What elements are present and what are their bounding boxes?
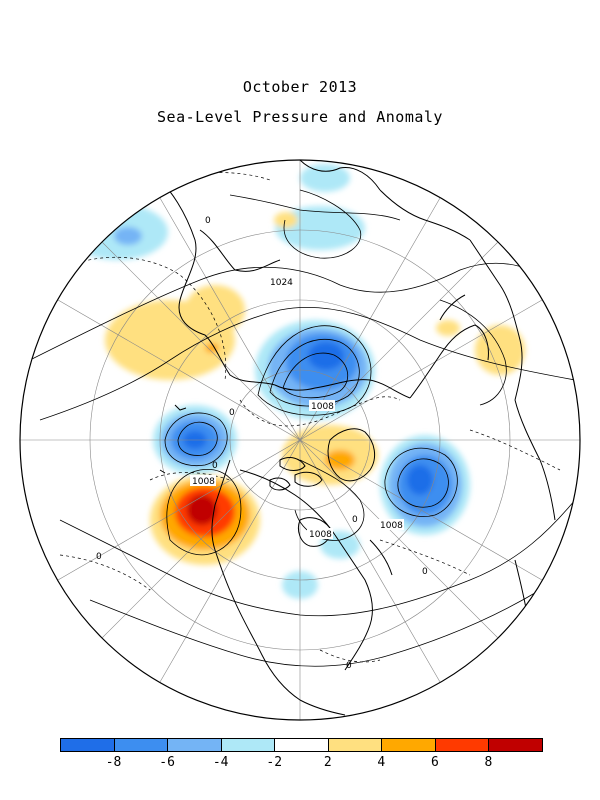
graticule <box>20 160 580 720</box>
contour-label: 0 <box>205 160 211 170</box>
contour-label: 0 <box>229 408 235 418</box>
color-legend <box>60 738 543 754</box>
contour-label: 0 <box>212 461 218 471</box>
contour-label: 0 <box>205 216 211 226</box>
contour-label: 0 <box>422 567 428 577</box>
contour-label: 0 <box>96 552 102 562</box>
legend-tick-label: 2 <box>323 755 332 770</box>
globe-outline <box>19 159 581 721</box>
page-title: October 2013 <box>242 78 358 96</box>
legend-color-box <box>220 738 276 752</box>
legend-color-box <box>488 738 543 752</box>
contour-label: 1024 <box>270 278 293 288</box>
contour-label: 1008 <box>311 402 334 412</box>
contour-label: 0 <box>346 661 352 671</box>
contour-label: 1008 <box>380 521 403 531</box>
contour-label: 0 <box>352 515 358 525</box>
legend-tick-label: -8 <box>105 755 122 770</box>
anomaly-region <box>275 206 365 250</box>
anomaly-shading <box>68 164 525 599</box>
legend-tick-label: -2 <box>266 755 283 770</box>
legend-tick-label: -4 <box>212 755 229 770</box>
legend-color-box <box>274 738 329 752</box>
contour-labels: 1024 1008 1008 1008 1008 0 0 0 0 0 0 0 0 <box>96 160 428 671</box>
contour-label: 1008 <box>309 530 332 540</box>
anomaly-region <box>475 325 525 375</box>
page-subtitle: Sea-Level Pressure and Anomaly <box>157 108 443 126</box>
legend-color-box <box>434 738 490 752</box>
coastlines <box>159 160 556 716</box>
legend-tick-label: 8 <box>484 755 493 770</box>
legend-color-box <box>60 738 115 752</box>
legend-tick-label: -6 <box>159 755 175 770</box>
contour-label: 1008 <box>192 477 215 487</box>
legend-color-box <box>381 738 436 752</box>
legend-tick-label: 6 <box>430 755 439 770</box>
isobars <box>29 189 576 667</box>
legend-color-box <box>167 738 222 752</box>
anomaly-region <box>300 164 350 192</box>
legend-tick-label: 4 <box>377 755 386 770</box>
legend-color-box <box>113 738 169 752</box>
legend-color-box <box>327 738 383 752</box>
